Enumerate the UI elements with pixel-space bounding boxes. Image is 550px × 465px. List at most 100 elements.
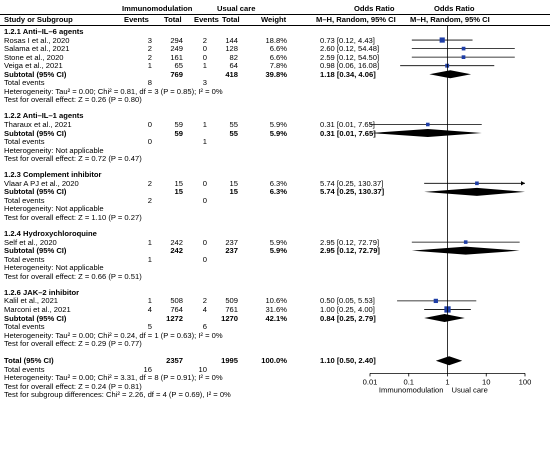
weight-cell: 6.6%: [269, 44, 287, 54]
subtotal-label: Subtotal (95% CI): [4, 187, 67, 197]
heterogeneity-text: Heterogeneity: Not applicable: [4, 263, 104, 273]
col-method-header: M–H, Random, 95% CI: [316, 15, 396, 24]
grand-total-events1: 16: [143, 364, 152, 374]
total-events2: 0: [202, 195, 207, 205]
total1-cell: 242: [170, 237, 183, 247]
total-events-label: Total events: [4, 322, 45, 332]
total-events1: 1: [147, 254, 152, 264]
effect-square: [475, 181, 479, 186]
total-events1: 2: [147, 195, 152, 205]
subtotal-total2: 55: [229, 128, 238, 138]
subtotal-total1: 59: [174, 128, 183, 138]
grand-overall-effect-text: Test for overall effect: Z = 0.24 (P = 0…: [4, 381, 142, 391]
events2-cell: 1: [202, 120, 207, 129]
events2-cell: 0: [202, 52, 207, 62]
total2-cell: 82: [229, 52, 238, 62]
subtotal-ci: 0.84 [0.25, 2.79]: [320, 313, 376, 323]
subtotal-ci: 1.18 [0.34, 4.06]: [320, 69, 376, 79]
subtotal-label: Subtotal (95% CI): [4, 69, 67, 79]
or-header: Odds Ratio: [354, 4, 395, 13]
study-name: Vlaar A PJ et al., 2020: [4, 178, 79, 188]
subtotal-total2: 237: [225, 246, 238, 256]
ci-cell: 5.74 [0.25, 130.37]: [320, 178, 384, 188]
total2-cell: 55: [229, 120, 238, 129]
x-tick-label: 0.01: [363, 377, 378, 386]
subgroup-title: 1.2.4 Hydroxychloroquine: [4, 229, 97, 239]
total2-cell: 15: [229, 178, 238, 188]
weight-cell: 31.6%: [265, 304, 287, 314]
events1-cell: 1: [147, 61, 152, 71]
total-events2: 6: [202, 322, 207, 332]
total-events-label: Total events: [4, 78, 45, 88]
total2-cell: 64: [229, 61, 238, 71]
weight-cell: 18.8%: [265, 35, 287, 45]
effect-square: [463, 240, 468, 244]
overall-effect-text: Test for overall effect: Z = 0.72 (P = 0…: [4, 154, 142, 164]
group1-header: Immunomodulation: [122, 4, 193, 13]
subtotal-ci: 2.95 [0.12, 72.79]: [320, 246, 380, 256]
study-name: Marconi et al., 2021: [4, 304, 71, 314]
overall-effect-text: Test for overall effect: Z = 0.66 (P = 0…: [4, 271, 142, 281]
total1-cell: 65: [174, 61, 183, 71]
heterogeneity-text: Heterogeneity: Not applicable: [4, 145, 104, 155]
x-label-left: Immunomodulation: [379, 385, 444, 394]
effect-square: [439, 37, 445, 43]
x-label-right: Usual care: [452, 385, 488, 394]
ci-cell: 2.59 [0.12, 54.50]: [320, 52, 380, 62]
col-events2-header: Events: [194, 15, 219, 24]
pooled-diamond: [424, 187, 525, 196]
total2-cell: 128: [225, 44, 238, 54]
col-weight-header: Weight: [261, 15, 287, 24]
subtotal-weight: 39.8%: [265, 69, 287, 79]
weight-cell: 6.3%: [269, 178, 287, 188]
overall-effect-text: Test for overall effect: Z = 1.10 (P = 0…: [4, 213, 142, 222]
total1-cell: 161: [170, 52, 183, 62]
grand-total-events-label: Total events: [4, 364, 45, 374]
subtotal-total2: 418: [225, 69, 238, 79]
total-total1: 2357: [166, 356, 183, 366]
events2-cell: 0: [202, 237, 207, 247]
overall-effect-text: Test for overall effect: Z = 0.26 (P = 0…: [4, 95, 142, 105]
study-name: Salama et al., 2021: [4, 44, 70, 54]
x-tick-label: 100: [519, 377, 532, 386]
subgroup-title: 1.2.1 Anti–IL–6 agents: [4, 27, 84, 36]
weight-cell: 10.6%: [265, 296, 287, 306]
total2-cell: 761: [225, 304, 238, 314]
total-ci: 1.10 [0.50, 2.40]: [320, 356, 376, 366]
header-rule-bottom: [0, 25, 550, 26]
subtotal-label: Subtotal (95% CI): [4, 246, 67, 256]
total-total2: 1995: [221, 356, 238, 366]
or-plot-header: Odds Ratio: [434, 4, 475, 13]
pooled-diamond: [411, 246, 520, 255]
col-total2-header: Total: [222, 15, 240, 24]
ci-arrow-right: [521, 181, 525, 186]
total-weight: 100.0%: [261, 356, 287, 366]
subtotal-weight: 5.9%: [269, 128, 287, 138]
ci-cell: 0.73 [0.12, 4.43]: [320, 35, 375, 45]
ci-cell: 1.00 [0.25, 4.00]: [320, 304, 375, 314]
total1-cell: 294: [170, 35, 183, 45]
subtotal-ci: 5.74 [0.25, 130.37]: [320, 187, 385, 197]
study-name: Stone et al., 2020: [4, 52, 64, 62]
total-events1: 0: [147, 137, 152, 147]
study-name: Veiga et al., 2021: [4, 61, 63, 71]
subtotal-weight: 42.1%: [265, 313, 287, 323]
ci-cell: 2.60 [0.12, 54.48]: [320, 44, 380, 54]
total-events-label: Total events: [4, 254, 45, 264]
pooled-diamond: [435, 356, 463, 366]
total-events-label: Total events: [4, 195, 45, 205]
events1-cell: 1: [147, 237, 152, 247]
subtotal-weight: 5.9%: [269, 246, 287, 256]
subtotal-weight: 6.3%: [269, 187, 287, 197]
subtotal-total1: 15: [174, 187, 183, 197]
events1-cell: 4: [147, 304, 152, 314]
events2-cell: 1: [202, 61, 207, 71]
total-events2: 3: [202, 78, 207, 88]
col-total1-header: Total: [164, 15, 182, 24]
weight-cell: 5.9%: [269, 237, 287, 247]
total1-cell: 508: [170, 296, 183, 306]
x-tick-label: 1: [445, 377, 449, 386]
total2-cell: 509: [225, 296, 238, 306]
